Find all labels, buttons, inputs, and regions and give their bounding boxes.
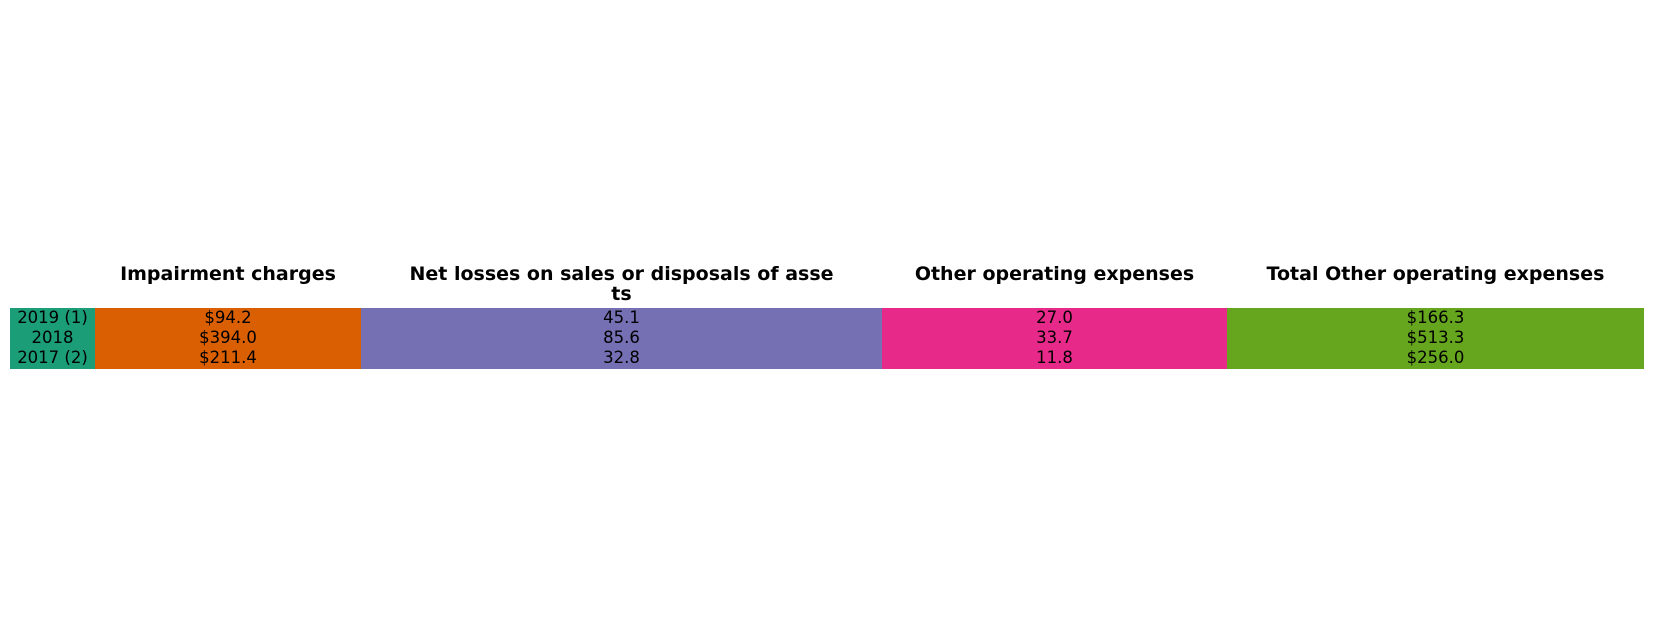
cell-impairment-0: $94.2 [204,308,252,327]
cell-year-2: 2017 (2) [17,348,88,367]
header-net-losses-line2: ts [611,283,632,305]
column-year: 2019 (1) 2018 2017 (2) [10,308,95,369]
cell-net-losses-2: 32.8 [603,348,640,367]
header-net-losses: Net losses on sales or disposals of asse… [361,264,882,304]
cell-impairment-1: $394.0 [199,328,257,347]
cell-net-losses-0: 45.1 [603,308,640,327]
header-net-losses-line1: Net losses on sales or disposals of asse [409,263,834,285]
cell-year-0: 2019 (1) [17,308,88,327]
cell-year-1: 2018 [31,328,74,347]
cell-other-2: 11.8 [1036,348,1073,367]
cell-total-1: $513.3 [1406,328,1465,347]
header-impairment: Impairment charges [120,263,336,285]
column-total: $166.3 $513.3 $256.0 [1227,308,1644,369]
header-other-operating: Other operating expenses [914,263,1195,285]
cell-other-1: 33.7 [1036,328,1073,347]
column-other-operating: 27.0 33.7 11.8 [882,308,1227,369]
cell-impairment-2: $211.4 [199,348,257,367]
cell-net-losses-1: 85.6 [603,328,640,347]
column-impairment: $94.2 $394.0 $211.4 [95,308,361,369]
column-net-losses: 45.1 85.6 32.8 [361,308,882,369]
cell-total-2: $256.0 [1406,348,1465,367]
cell-other-0: 27.0 [1036,308,1073,327]
cell-total-0: $166.3 [1406,308,1465,327]
header-total: Total Other operating expenses [1266,263,1605,285]
